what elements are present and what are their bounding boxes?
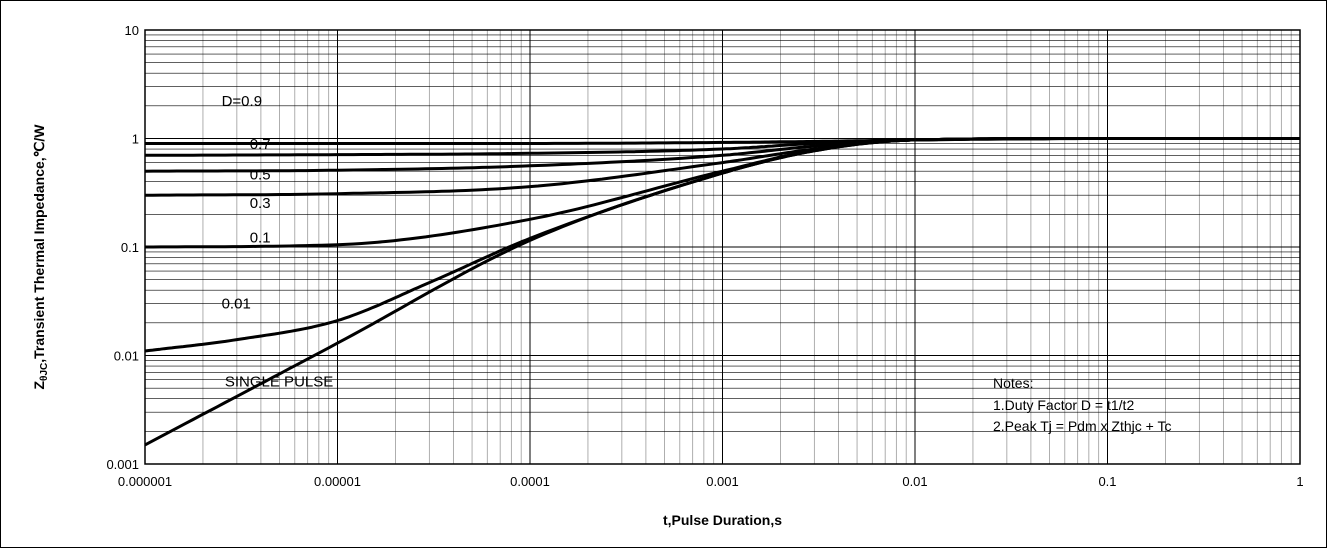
notes-heading: Notes: <box>993 375 1033 391</box>
x-tick-label: 0.01 <box>902 474 927 489</box>
y-tick-label: 10 <box>125 23 139 38</box>
curve-label: 0.01 <box>222 296 251 313</box>
curve-label: SINGLE PULSE <box>225 373 333 390</box>
y-tick-label: 1 <box>132 132 139 147</box>
y-tick-label: 0.001 <box>106 457 139 472</box>
curve-label: 0.1 <box>250 230 271 247</box>
series-layer <box>144 137 1300 447</box>
series-line-single-pulse <box>144 137 1300 447</box>
y-axis-title-sub: θJC <box>39 363 50 381</box>
notes-block: Notes: 1.Duty Factor D = t1/t2 2.Peak Tj… <box>993 375 1171 434</box>
x-tick-label: 0.001 <box>706 474 739 489</box>
y-axis-title: ZθJC,Transient Thermal Impedance,℃/W <box>31 124 50 390</box>
note-peak-tj: 2.Peak Tj = Pdm x Zthjc + Tc <box>993 418 1171 434</box>
curve-label: 0.7 <box>250 136 271 153</box>
x-axis-title: t,Pulse Duration,s <box>663 512 782 528</box>
curve-label: 0.3 <box>250 195 271 212</box>
curve-label: D=0.9 <box>222 93 262 110</box>
y-axis-title-main: Z <box>31 381 47 390</box>
y-tick-label: 0.1 <box>121 240 139 255</box>
x-tick-label: 1 <box>1296 474 1303 489</box>
y-axis-title-rest: ,Transient Thermal Impedance,℃/W <box>31 124 47 363</box>
x-tick-label: 0.1 <box>1098 474 1116 489</box>
y-tick-label: 0.01 <box>114 349 139 364</box>
x-tick-label: 0.000001 <box>118 474 172 489</box>
x-tick-labels: 0.000001 0.00001 0.0001 0.001 0.01 0.1 1 <box>118 474 1304 489</box>
note-duty-factor: 1.Duty Factor D = t1/t2 <box>993 397 1134 413</box>
y-tick-labels: 0.001 0.01 0.1 1 10 <box>106 23 139 472</box>
x-tick-label: 0.00001 <box>314 474 361 489</box>
curve-labels: D=0.9 0.7 0.5 0.3 0.1 0.01 SINGLE PULSE <box>222 93 334 390</box>
curve-label: 0.5 <box>250 166 271 183</box>
x-tick-label: 0.0001 <box>510 474 550 489</box>
plot-border <box>144 29 1301 465</box>
